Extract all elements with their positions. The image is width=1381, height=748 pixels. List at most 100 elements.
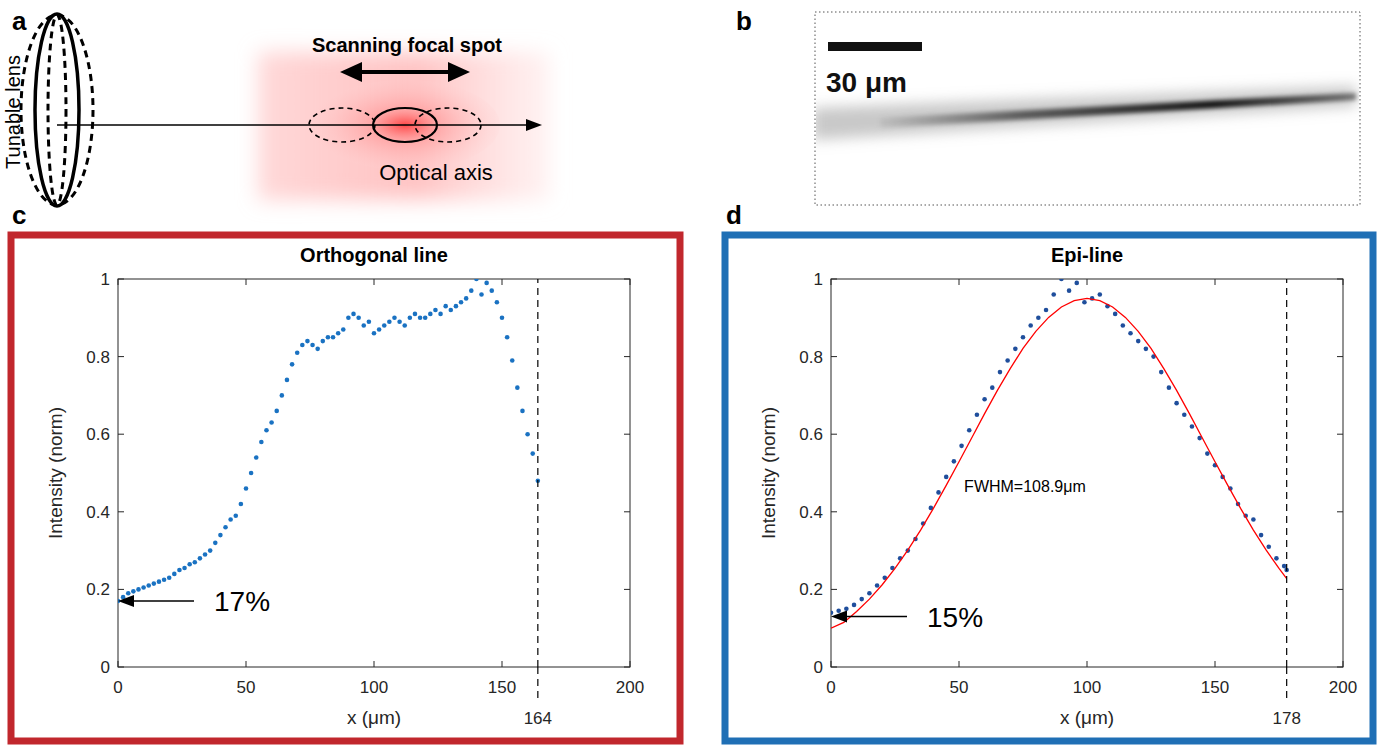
annotation: FWHM=108.9μm	[964, 478, 1086, 495]
data-point	[1021, 335, 1026, 340]
data-point	[126, 591, 131, 596]
y-tick-label: 0.6	[799, 425, 823, 444]
x-tick	[831, 661, 832, 667]
data-point	[331, 335, 336, 340]
data-point	[244, 486, 249, 491]
x-tick	[630, 661, 631, 667]
data-point	[998, 370, 1003, 375]
x-tick	[374, 661, 375, 667]
data-point	[326, 335, 331, 340]
chart-title: Orthogonal line	[300, 244, 448, 266]
data-point	[530, 451, 535, 456]
data-point	[167, 575, 172, 580]
y-tick-label: 0.4	[86, 503, 110, 522]
lens-label: Tunable lens	[2, 55, 24, 169]
data-point	[423, 316, 428, 321]
data-point	[428, 312, 433, 317]
scale-bar	[828, 42, 922, 51]
data-point	[346, 316, 351, 321]
vline-label: 178	[1272, 709, 1300, 728]
arrowhead	[831, 611, 847, 623]
data-point	[228, 517, 233, 522]
y-tick-label: 1	[814, 270, 823, 289]
data-point	[875, 583, 880, 588]
x-tick-label: 50	[950, 678, 969, 697]
data-point	[397, 319, 402, 324]
data-point	[198, 556, 203, 561]
y-tick-label: 0.8	[799, 348, 823, 367]
data-point	[136, 587, 141, 592]
data-point	[505, 335, 510, 340]
data-point	[285, 378, 290, 383]
data-point	[408, 316, 413, 321]
data-point	[515, 385, 520, 390]
data-point	[1128, 331, 1133, 336]
y-tick	[118, 356, 124, 357]
panel-letter: b	[736, 6, 752, 36]
data-point	[193, 560, 198, 565]
y-axis-title: Intensity (norm)	[758, 407, 779, 539]
x-tick	[246, 661, 247, 667]
data-point	[182, 566, 187, 571]
y-tick	[1337, 589, 1343, 590]
annotation: 15%	[927, 602, 983, 633]
data-point	[443, 304, 448, 309]
data-point	[852, 603, 857, 608]
data-point	[315, 347, 320, 352]
data-point	[310, 343, 315, 348]
x-tick	[118, 279, 119, 285]
data-point	[264, 428, 269, 433]
scan-arrow	[360, 70, 450, 74]
data-point	[239, 502, 244, 507]
data-point	[1036, 316, 1041, 321]
data-point	[479, 292, 484, 297]
y-tick	[624, 279, 630, 280]
data-point	[254, 455, 259, 460]
x-tick-label: 100	[1073, 678, 1101, 697]
data-point	[336, 331, 341, 336]
data-point	[1051, 292, 1056, 297]
data-point	[290, 362, 295, 367]
data-point	[146, 583, 151, 588]
data-point	[269, 420, 274, 425]
y-tick	[1337, 434, 1343, 435]
fit-line	[831, 298, 1287, 628]
x-tick	[1215, 279, 1216, 285]
data-point	[172, 572, 177, 577]
data-point	[1190, 424, 1195, 429]
y-tick	[624, 667, 630, 668]
data-point	[525, 432, 530, 437]
annotation-arrow	[845, 616, 907, 618]
x-tick	[831, 279, 832, 285]
data-point	[367, 319, 372, 324]
data-point	[177, 568, 182, 573]
data-point	[449, 308, 454, 313]
x-tick	[1087, 279, 1088, 285]
diagram: Scanning focal spotOptical axisTunable l…	[2, 14, 550, 206]
data-point	[464, 296, 469, 301]
x-tick-label: 100	[360, 678, 388, 697]
y-tick	[624, 434, 630, 435]
y-tick	[1337, 511, 1343, 512]
data-point	[967, 428, 972, 433]
y-tick-label: 0.4	[799, 503, 823, 522]
y-tick-label: 0.8	[86, 348, 110, 367]
data-point	[218, 533, 223, 538]
data-point	[520, 409, 525, 414]
y-tick	[118, 667, 124, 668]
x-tick	[630, 279, 631, 285]
axes-box	[118, 279, 630, 667]
data-point	[152, 581, 157, 586]
lens-outline	[21, 15, 93, 205]
data-point	[510, 358, 515, 363]
focal-spot-alt	[415, 108, 481, 142]
figure: abcdScanning focal spotOptical axisTunab…	[0, 0, 1381, 748]
x-tick-label: 150	[488, 678, 516, 697]
data-point	[1167, 385, 1172, 390]
x-axis-title: x (μm)	[1060, 707, 1114, 728]
data-point	[990, 385, 995, 390]
data-point	[438, 312, 443, 317]
beam	[258, 52, 550, 200]
data-point	[223, 525, 228, 530]
data-point	[356, 316, 361, 321]
